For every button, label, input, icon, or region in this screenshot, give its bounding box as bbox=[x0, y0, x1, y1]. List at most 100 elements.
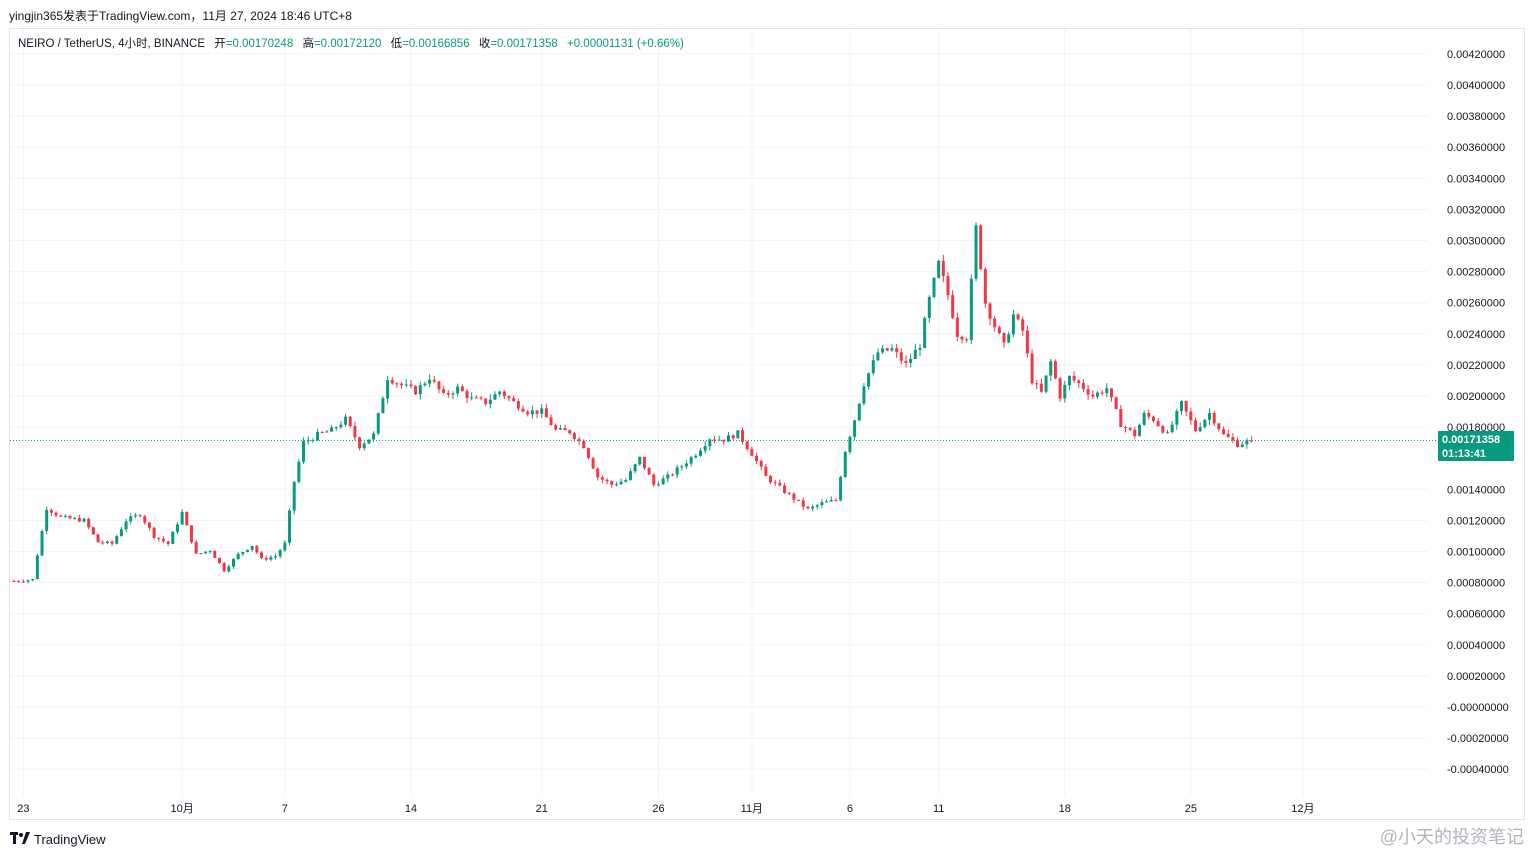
candle-body bbox=[1231, 437, 1235, 441]
author-watermark: @小天的投资笔记 bbox=[1379, 827, 1524, 847]
candle-body bbox=[199, 553, 203, 555]
candle-body bbox=[330, 427, 334, 432]
x-tick-label: 26 bbox=[652, 803, 664, 815]
legend-high-value: =0.00172120 bbox=[313, 38, 382, 50]
candle-body bbox=[899, 352, 903, 361]
candle-body bbox=[203, 551, 207, 554]
candle-body bbox=[848, 436, 852, 452]
candle-body bbox=[288, 510, 292, 543]
candle-body bbox=[404, 384, 408, 386]
candle-body bbox=[988, 303, 992, 319]
candle-body bbox=[1212, 413, 1216, 424]
y-tick-label: 0.00320000 bbox=[1447, 204, 1505, 216]
tradingview-logo[interactable]: TradingView bbox=[10, 831, 106, 847]
candle-body bbox=[1109, 388, 1113, 398]
candle-body bbox=[862, 386, 866, 404]
candle-body bbox=[965, 339, 969, 341]
candle-body bbox=[1044, 375, 1048, 392]
candle-body bbox=[619, 481, 623, 485]
candle-body bbox=[544, 408, 548, 418]
candle-body bbox=[713, 439, 716, 441]
y-tick-label: 0.00080000 bbox=[1447, 578, 1505, 590]
candle-body bbox=[516, 401, 520, 409]
y-tick-label: 0.00400000 bbox=[1447, 80, 1505, 92]
candle-body bbox=[344, 416, 348, 425]
candle-body bbox=[129, 516, 133, 522]
candle-body bbox=[1123, 427, 1127, 429]
candle-body bbox=[1156, 421, 1160, 427]
tradingview-logo-text: TradingView bbox=[34, 831, 106, 847]
candle-body bbox=[773, 482, 777, 484]
candle-body bbox=[498, 391, 502, 395]
candle-body bbox=[507, 396, 511, 399]
candle-body bbox=[45, 509, 49, 532]
candle-body bbox=[549, 417, 553, 426]
candle-body bbox=[778, 482, 782, 486]
candle-body bbox=[1049, 361, 1053, 376]
candle-body bbox=[666, 474, 670, 479]
candle-body bbox=[418, 385, 422, 395]
candle-body bbox=[87, 518, 91, 528]
candle-body bbox=[577, 439, 581, 441]
candle-body bbox=[35, 555, 39, 580]
candle-body bbox=[586, 448, 590, 459]
candle-body bbox=[161, 538, 165, 542]
candle-body bbox=[741, 430, 745, 442]
y-tick-label: -0.00000000 bbox=[1447, 702, 1509, 714]
candle-body bbox=[227, 566, 231, 572]
candle-body bbox=[1077, 380, 1081, 384]
candle-body bbox=[895, 348, 899, 353]
candle-body bbox=[91, 527, 95, 535]
candle-body bbox=[1053, 361, 1057, 379]
candle-body bbox=[937, 260, 941, 278]
candle-body bbox=[820, 502, 824, 506]
x-tick-label: 10月 bbox=[170, 803, 193, 815]
candle-body bbox=[115, 536, 119, 544]
candle-body bbox=[194, 542, 198, 554]
candle-body bbox=[1067, 375, 1071, 386]
candle-body bbox=[208, 550, 212, 552]
candle-body bbox=[1091, 394, 1095, 397]
candle-body bbox=[1147, 412, 1151, 417]
candle-body bbox=[605, 479, 609, 482]
candle-body bbox=[946, 276, 950, 296]
candle-body bbox=[797, 499, 801, 501]
candle-body bbox=[1189, 411, 1193, 421]
candle-body bbox=[101, 542, 105, 544]
candle-body bbox=[325, 431, 329, 433]
candle-body bbox=[465, 391, 469, 398]
x-tick-label: 11月 bbox=[741, 803, 763, 815]
candle-body bbox=[264, 557, 268, 560]
candle-body bbox=[358, 437, 362, 449]
last-price-tag: 0.00171358 01:13:41 bbox=[1438, 431, 1514, 461]
candle-body bbox=[1175, 410, 1179, 425]
candle-body bbox=[255, 545, 259, 553]
candle-body bbox=[530, 410, 534, 415]
candle-body bbox=[1203, 419, 1207, 427]
candle-body bbox=[1194, 420, 1198, 432]
candle-body bbox=[717, 439, 721, 441]
candle-body bbox=[17, 581, 21, 583]
last-price-value: 0.00171358 bbox=[1442, 434, 1501, 446]
candle-body bbox=[1170, 424, 1174, 433]
candle-body bbox=[175, 524, 179, 532]
candle-body bbox=[1086, 389, 1090, 395]
candle-body bbox=[642, 456, 646, 469]
candle-body bbox=[628, 471, 632, 480]
candle-body bbox=[554, 425, 558, 430]
candle-body bbox=[661, 478, 665, 485]
candle-body bbox=[951, 295, 955, 318]
candle-body bbox=[927, 297, 931, 319]
candle-body bbox=[292, 481, 296, 511]
candle-body bbox=[339, 424, 343, 428]
candle-body bbox=[390, 380, 394, 384]
legend-low-label: 低 bbox=[390, 38, 403, 50]
candle-body bbox=[143, 516, 147, 523]
candle-body bbox=[1081, 383, 1085, 390]
legend-open-value: =0.00170248 bbox=[225, 38, 294, 50]
candle-body bbox=[260, 552, 264, 558]
y-tick-label: 0.00360000 bbox=[1447, 142, 1505, 154]
candle-body bbox=[1250, 440, 1254, 442]
candle-body bbox=[334, 427, 338, 429]
